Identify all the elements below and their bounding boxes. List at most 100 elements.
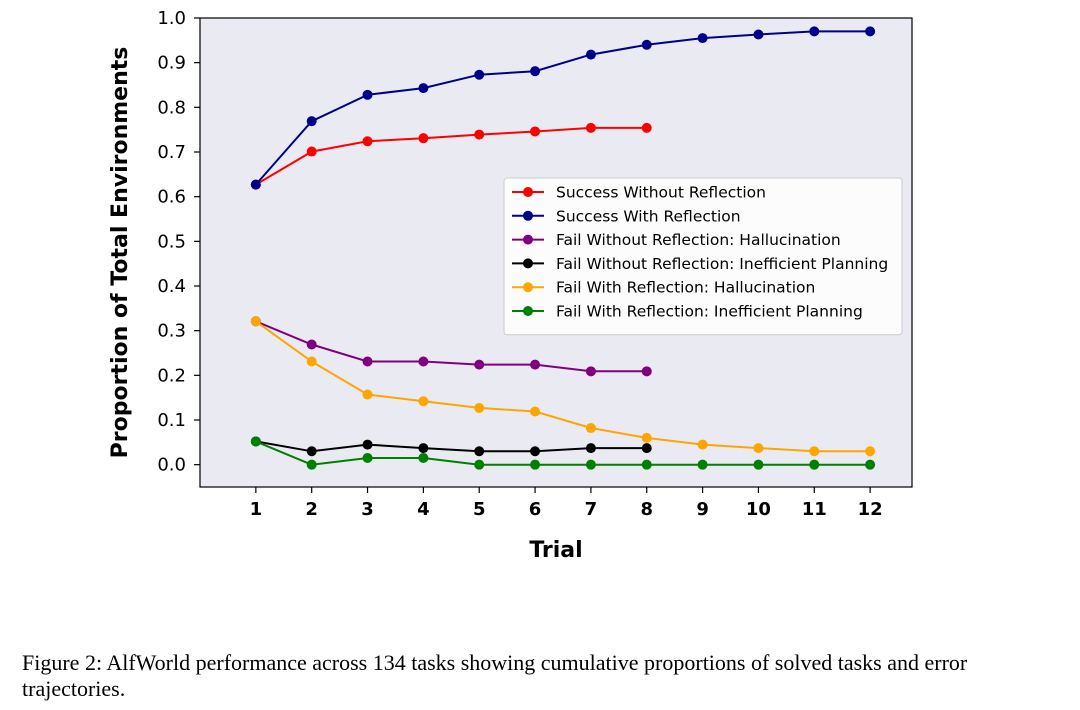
data-point-success-with-reflection (250, 179, 261, 190)
data-point-fail-without-reflection-hallucination (362, 356, 373, 367)
series-line-fail-with-reflection-hallucination (255, 320, 871, 453)
legend-marker-fail-with-reflection-hallucination (523, 282, 533, 293)
series-line-fail-without-reflection-inefficient-planning (255, 440, 647, 453)
data-point-fail-with-reflection-hallucination (474, 402, 485, 413)
x-tick-label: 11 (802, 499, 827, 520)
data-point-fail-without-reflection-hallucination (585, 366, 596, 377)
data-point-fail-without-reflection-hallucination (474, 359, 485, 370)
data-point-fail-with-reflection-hallucination (753, 443, 764, 454)
data-point-success-without-reflection (418, 133, 429, 144)
data-point-success-without-reflection (530, 126, 541, 137)
data-point-success-without-reflection (474, 129, 485, 140)
data-point-fail-without-reflection-hallucination (306, 339, 317, 350)
x-tick-label: 1 (250, 499, 263, 520)
chart-svg: 0.00.10.20.30.40.50.60.70.80.91.01 2 3 4 5 6 7… (108, 8, 913, 563)
data-point-success-with-reflection (306, 116, 317, 127)
data-point-fail-with-reflection-hallucination (250, 316, 261, 327)
y-tick-label: 0.0 (157, 455, 186, 476)
data-point-success-without-reflection (306, 146, 317, 157)
data-point-fail-with-reflection-hallucination (418, 396, 429, 407)
data-point-fail-without-reflection-inefficient-planning (362, 439, 373, 450)
y-tick-label: 0.6 (157, 187, 186, 208)
x-tick-label: 9 (696, 499, 709, 520)
data-point-fail-without-reflection-inefficient-planning (585, 443, 596, 454)
legend-marker-fail-with-reflection-inefficient-planning (523, 306, 533, 316)
series-fail-without-reflection-inefficient-planning (250, 436, 652, 457)
data-point-fail-with-reflection-hallucination (809, 446, 820, 457)
plot-frame (199, 17, 913, 488)
legend-marker-success-with-reflection (523, 210, 533, 221)
data-point-fail-with-reflection-hallucination (697, 439, 708, 450)
x-axis-label: Trial (529, 538, 582, 563)
x-tick-label: 10 (746, 499, 771, 520)
x-tick-label: 7 (585, 499, 598, 520)
legend-label-fail-with-reflection-inefficient-planning: Fail With Reflection: Inefficient Planni… (556, 303, 863, 321)
data-point-success-without-reflection (362, 136, 373, 147)
line-chart: 0.0 0.1 0.2 0.3 0.4 0.5 0.6 0.7 0.8 0.9 1.0 1 2 3 4 5 6 7… (108, 8, 913, 563)
data-point-success-with-reflection (585, 49, 596, 60)
series-line-success-with-reflection (255, 30, 871, 186)
data-point-fail-with-reflection-hallucination (362, 389, 373, 400)
legend-label-success-without-reflection: Success Without Reflection (556, 184, 766, 202)
y-tick-label: 0.2 (157, 365, 186, 386)
legend-label-fail-without-reflection-hallucination: Fail Without Reflection: Hallucination (556, 231, 841, 249)
y-tick-label: 0.8 (157, 97, 186, 118)
x-tick-label: 12 (858, 499, 883, 520)
data-point-fail-without-reflection-hallucination (530, 359, 541, 370)
x-tick-label: 6 (529, 499, 542, 520)
data-point-fail-with-reflection-inefficient-planning (865, 459, 876, 470)
x-tick-label: 8 (640, 499, 653, 520)
data-point-success-with-reflection (530, 66, 541, 77)
data-point-fail-with-reflection-inefficient-planning (641, 459, 652, 470)
y-axis-label: Proportion of Total Environments (108, 47, 133, 459)
data-point-success-without-reflection (585, 122, 596, 133)
data-point-fail-with-reflection-inefficient-planning (809, 459, 820, 470)
data-point-success-with-reflection (418, 83, 429, 94)
legend: Success Without Reflection Success With R… (503, 177, 903, 336)
x-tick-label: 5 (473, 499, 486, 520)
data-point-fail-with-reflection-hallucination (530, 406, 541, 417)
data-point-fail-without-reflection-hallucination (418, 356, 429, 367)
y-tick-label: 0.4 (157, 276, 186, 297)
y-tick-label: 0.3 (157, 321, 186, 342)
data-point-fail-with-reflection-hallucination (865, 446, 876, 457)
data-point-fail-with-reflection-hallucination (306, 356, 317, 367)
data-point-fail-with-reflection-inefficient-planning (362, 452, 373, 463)
data-point-fail-with-reflection-inefficient-planning (585, 459, 596, 470)
data-point-fail-with-reflection-hallucination (641, 432, 652, 443)
y-tick-label: 1.0 (157, 8, 186, 29)
legend-marker-success-without-reflection (523, 187, 533, 197)
data-point-fail-with-reflection-inefficient-planning (530, 459, 541, 470)
x-tick-label: 2 (305, 499, 318, 520)
legend-marker-fail-without-reflection-inefficient-planning (523, 258, 533, 269)
data-point-fail-without-reflection-inefficient-planning (474, 446, 485, 457)
x-tick-label: 4 (417, 499, 430, 520)
data-point-success-with-reflection (362, 89, 373, 100)
series-line-fail-without-reflection-hallucination (255, 320, 647, 373)
data-point-fail-without-reflection-inefficient-planning (418, 443, 429, 454)
series-line-success-without-reflection (255, 126, 647, 186)
data-point-fail-with-reflection-inefficient-planning (474, 459, 485, 470)
data-point-fail-with-reflection-inefficient-planning (250, 436, 261, 447)
data-point-success-with-reflection (697, 33, 708, 44)
series-fail-with-reflection-inefficient-planning (250, 436, 876, 470)
y-tick-label: 0.1 (157, 410, 186, 431)
series-fail-with-reflection-hallucination (250, 316, 876, 457)
data-point-fail-without-reflection-inefficient-planning (641, 443, 652, 454)
figure-caption: Figure 2: AlfWorld performance across 13… (22, 650, 968, 701)
y-tick-label: 0.5 (157, 231, 186, 252)
legend-label-success-with-reflection: Success With Reflection (556, 207, 741, 225)
data-point-fail-without-reflection-inefficient-planning (306, 446, 317, 457)
legend-box (503, 177, 903, 336)
data-point-success-with-reflection (809, 26, 820, 37)
data-point-fail-with-reflection-inefficient-planning (697, 459, 708, 470)
data-point-fail-with-reflection-hallucination (585, 423, 596, 434)
x-tick-label: 3 (361, 499, 374, 520)
y-tick-label: 0.7 (157, 142, 186, 163)
series-line-fail-with-reflection-inefficient-planning (255, 440, 871, 466)
legend-marker-fail-without-reflection-hallucination (523, 234, 533, 245)
data-point-success-with-reflection (753, 29, 764, 40)
legend-label-fail-with-reflection-hallucination: Fail With Reflection: Hallucination (556, 279, 815, 297)
data-point-success-with-reflection (641, 39, 652, 50)
legend-label-fail-without-reflection-inefficient-planning: Fail Without Reflection: Inefficient Pla… (556, 255, 888, 273)
